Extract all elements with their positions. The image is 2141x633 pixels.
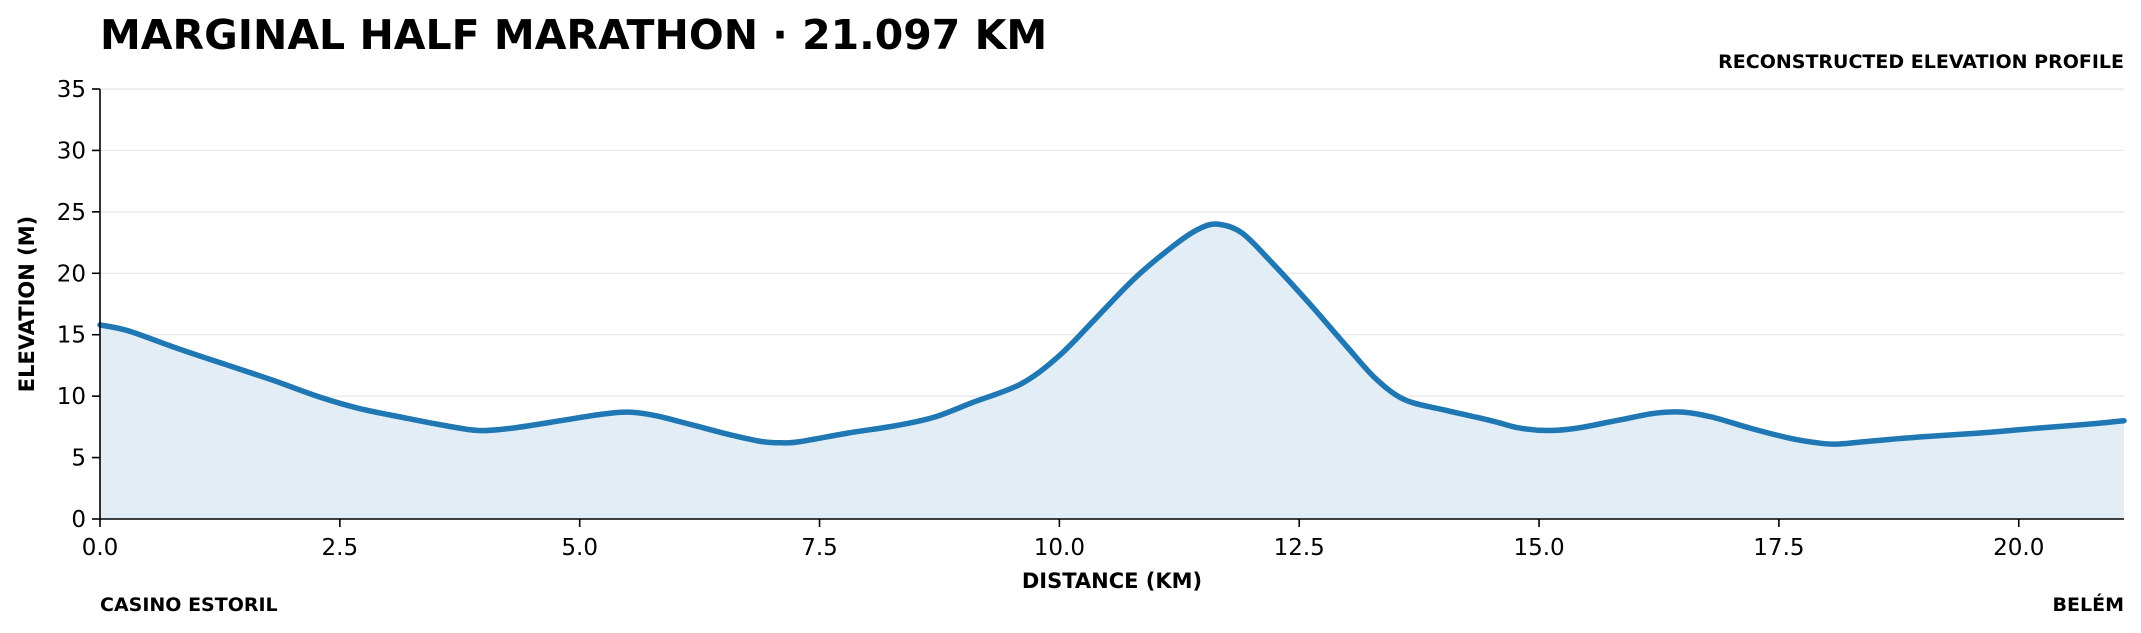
x-tick-label: 15.0 <box>1513 535 1564 561</box>
y-axis-label: ELEVATION (M) <box>15 216 39 393</box>
y-tick-label: 0 <box>71 507 86 533</box>
y-tick-label: 10 <box>57 384 86 410</box>
x-tick-label: 12.5 <box>1274 535 1325 561</box>
y-axis-ticks: 0 5 10 15 20 25 30 35 <box>57 77 100 533</box>
x-axis-label: DISTANCE (KM) <box>1022 569 1202 593</box>
elevation-area-fill <box>100 223 2124 519</box>
x-tick-label: 7.5 <box>801 535 838 561</box>
chart-subtitle: RECONSTRUCTED ELEVATION PROFILE <box>1718 51 2124 73</box>
y-tick-label: 5 <box>71 446 86 472</box>
x-tick-label: 5.0 <box>561 535 598 561</box>
y-tick-label: 15 <box>57 323 86 349</box>
x-axis-ticks: 0.0 2.5 5.0 7.5 10.0 12.5 15.0 17.5 20.0 <box>82 519 2044 561</box>
x-tick-label: 17.5 <box>1753 535 1804 561</box>
y-tick-label: 20 <box>57 261 86 287</box>
x-tick-label: 20.0 <box>1993 535 2044 561</box>
y-tick-label: 35 <box>57 77 86 103</box>
x-tick-label: 10.0 <box>1034 535 1085 561</box>
y-tick-label: 25 <box>57 200 86 226</box>
y-tick-label: 30 <box>57 138 86 164</box>
elevation-profile-line <box>97 221 2127 447</box>
x-tick-label: 0.0 <box>82 535 119 561</box>
x-tick-label: 2.5 <box>322 535 359 561</box>
start-location-label: CASINO ESTORIL <box>100 594 278 616</box>
chart-title: MARGINAL HALF MARATHON · 21.097 KM <box>100 11 1047 59</box>
end-location-label: BELÉM <box>2053 593 2124 616</box>
plot-area <box>97 221 2127 519</box>
